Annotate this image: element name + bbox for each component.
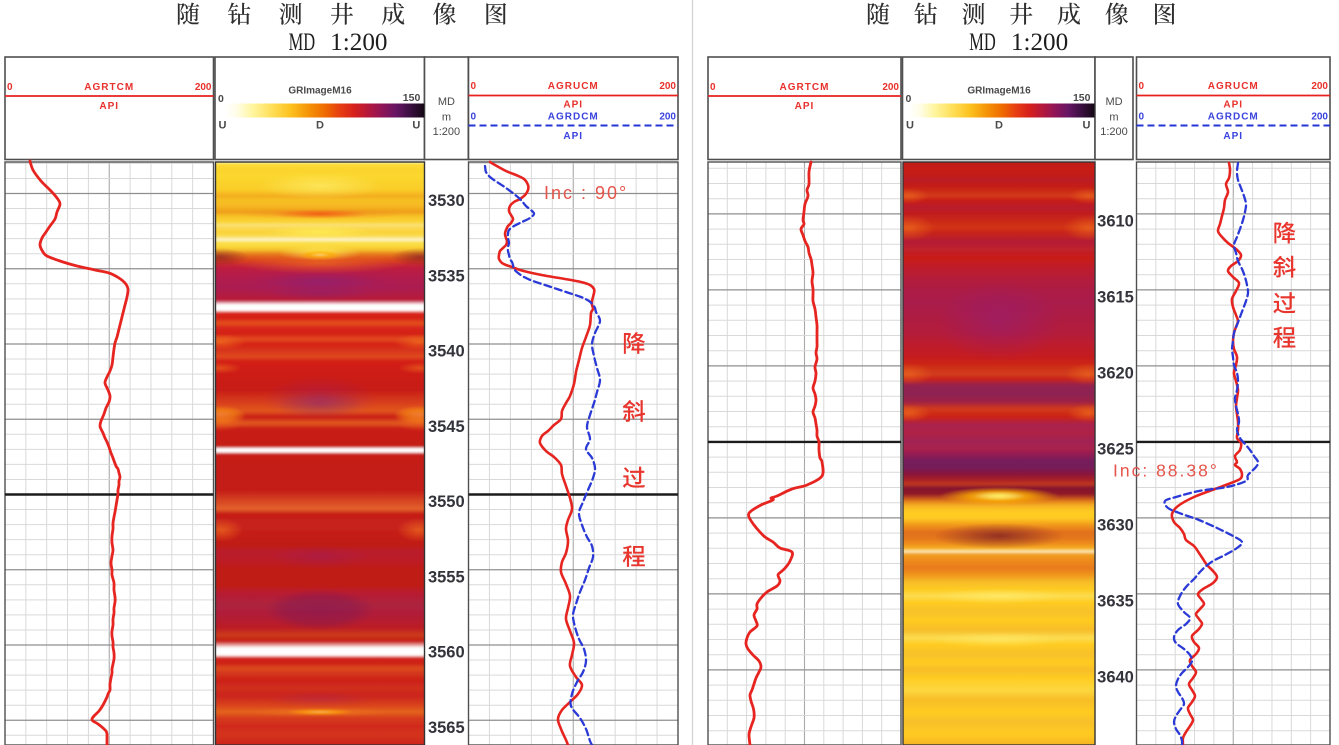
svg-text:D: D	[995, 120, 1003, 132]
svg-text:3535: 3535	[428, 267, 465, 285]
svg-text:200: 200	[659, 81, 676, 92]
svg-text:1:200: 1:200	[1100, 126, 1128, 138]
svg-text:3555: 3555	[428, 569, 465, 587]
svg-text:3610: 3610	[1097, 213, 1134, 231]
svg-text:AGRDCM: AGRDCM	[548, 112, 599, 123]
svg-text:U: U	[1083, 120, 1091, 132]
svg-text:0: 0	[710, 82, 716, 93]
svg-text:0: 0	[471, 81, 477, 92]
svg-text:3640: 3640	[1097, 669, 1134, 687]
svg-text:AGRDCM: AGRDCM	[1208, 112, 1259, 123]
svg-text:GRImageM16: GRImageM16	[967, 86, 1031, 97]
svg-text:3630: 3630	[1097, 517, 1134, 535]
svg-text:U: U	[412, 120, 420, 132]
svg-text:m: m	[442, 112, 451, 124]
svg-text:3545: 3545	[428, 418, 465, 436]
svg-text:0: 0	[218, 93, 224, 105]
svg-text:0: 0	[1139, 81, 1145, 92]
svg-text:3540: 3540	[428, 343, 465, 361]
svg-text:Inc : 90°: Inc : 90°	[544, 183, 628, 203]
svg-text:API: API	[1223, 100, 1243, 111]
svg-text:AGRTCM: AGRTCM	[780, 82, 830, 93]
svg-text:U: U	[219, 120, 227, 132]
svg-text:API: API	[1223, 131, 1243, 142]
svg-text:Inc: 88.38°: Inc: 88.38°	[1113, 461, 1219, 481]
svg-text:200: 200	[659, 112, 676, 123]
svg-text:0: 0	[1139, 112, 1145, 123]
svg-text:3550: 3550	[428, 493, 465, 511]
svg-text:3620: 3620	[1097, 365, 1134, 383]
svg-text:m: m	[1109, 112, 1118, 124]
svg-text:0: 0	[7, 82, 13, 93]
svg-text:U: U	[906, 120, 914, 132]
svg-text:200: 200	[195, 82, 212, 93]
svg-text:API: API	[795, 101, 815, 112]
svg-text:3635: 3635	[1097, 593, 1134, 611]
svg-text:MD: MD	[969, 29, 996, 56]
svg-text:0: 0	[471, 112, 477, 123]
svg-text:API: API	[99, 101, 119, 112]
svg-text:200: 200	[882, 82, 899, 93]
svg-text:1:200: 1:200	[1011, 29, 1068, 56]
svg-text:API: API	[563, 131, 583, 142]
svg-text:200: 200	[1311, 112, 1328, 123]
svg-text:1:200: 1:200	[433, 126, 461, 138]
svg-text:200: 200	[1311, 81, 1328, 92]
svg-text:3565: 3565	[428, 719, 465, 737]
svg-text:150: 150	[1073, 92, 1091, 104]
svg-text:0: 0	[906, 93, 912, 105]
svg-text:AGRTCM: AGRTCM	[84, 82, 134, 93]
svg-text:3530: 3530	[428, 192, 465, 210]
svg-text:3625: 3625	[1097, 441, 1134, 459]
svg-text:MD: MD	[438, 96, 455, 108]
svg-text:AGRUCM: AGRUCM	[1208, 81, 1259, 92]
svg-text:AGRUCM: AGRUCM	[548, 81, 599, 92]
svg-text:MD: MD	[1105, 96, 1122, 108]
svg-text:MD: MD	[289, 29, 316, 56]
svg-text:D: D	[316, 120, 324, 132]
svg-text:3560: 3560	[428, 644, 465, 662]
svg-text:GRImageM16: GRImageM16	[288, 86, 352, 97]
svg-text:150: 150	[403, 92, 421, 104]
svg-text:3615: 3615	[1097, 289, 1134, 307]
svg-text:API: API	[563, 100, 583, 111]
svg-text:1:200: 1:200	[330, 29, 387, 56]
